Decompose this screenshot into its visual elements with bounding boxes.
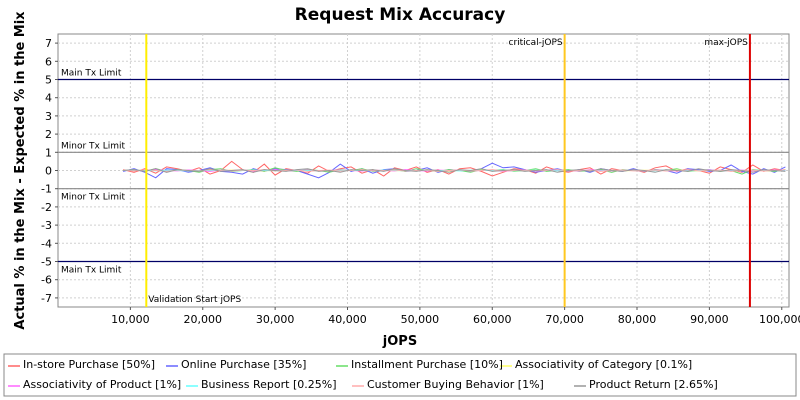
series-lines — [122, 160, 786, 179]
x-tick-label: 80,000 — [618, 313, 657, 326]
y-tick-label: -5 — [41, 256, 52, 269]
x-tick-label: 60,000 — [473, 313, 512, 326]
legend-item-label: Associativity of Product [1%] — [23, 378, 182, 391]
limit-label: Minor Tx Limit — [61, 141, 126, 151]
x-tick-label: 10,000 — [111, 313, 150, 326]
legend-item-label: Online Purchase [35%] — [181, 358, 307, 371]
x-tick-label: 50,000 — [401, 313, 440, 326]
legend-item-label: Product Return [2.65%] — [589, 378, 718, 391]
y-tick-label: -1 — [41, 183, 52, 196]
chart-title: Request Mix Accuracy — [295, 5, 506, 25]
legend-item-label: Installment Purchase [10%] — [351, 358, 503, 371]
y-tick-label: 6 — [45, 55, 52, 68]
marker-label: critical-jOPS — [509, 38, 563, 48]
legend-item-label: Business Report [0.25%] — [201, 378, 337, 391]
y-tick-label: -7 — [41, 292, 52, 305]
y-tick-label: 5 — [45, 74, 52, 87]
x-tick-label: 90,000 — [690, 313, 729, 326]
y-tick-label: 2 — [45, 128, 52, 141]
x-tick-label: 100,000 — [759, 313, 800, 326]
y-tick-label: -3 — [41, 219, 52, 232]
y-tick-label: -4 — [41, 237, 52, 250]
limit-label: Minor Tx Limit — [61, 193, 126, 203]
y-tick-label: -6 — [41, 274, 52, 287]
series-line — [123, 168, 786, 173]
y-tick-label: 7 — [45, 37, 52, 50]
limit-label: Main Tx Limit — [61, 266, 122, 276]
y-tick-label: 4 — [45, 92, 52, 105]
y-tick-label: 1 — [45, 146, 52, 159]
limit-label: Main Tx Limit — [61, 69, 122, 79]
x-tick-label: 20,000 — [184, 313, 223, 326]
marker-label: max-jOPS — [704, 38, 748, 48]
x-axis-label: jOPS — [382, 334, 417, 349]
legend-box — [3, 353, 797, 397]
y-tick-label: 0 — [45, 165, 52, 178]
legend-item-label: Customer Buying Behavior [1%] — [367, 378, 544, 391]
legend-item-label: In-store Purchase [50%] — [23, 358, 155, 371]
legend-item-label: Associativity of Category [0.1%] — [515, 358, 693, 371]
marker-label: Validation Start jOPS — [148, 295, 241, 305]
x-tick-label: 70,000 — [545, 313, 584, 326]
y-tick-label: -2 — [41, 201, 52, 214]
y-axis-label: Actual % in the Mix - Expected % in the … — [13, 11, 28, 330]
x-tick-label: 40,000 — [328, 313, 367, 326]
y-tick-label: 3 — [45, 110, 52, 123]
x-tick-label: 30,000 — [256, 313, 295, 326]
